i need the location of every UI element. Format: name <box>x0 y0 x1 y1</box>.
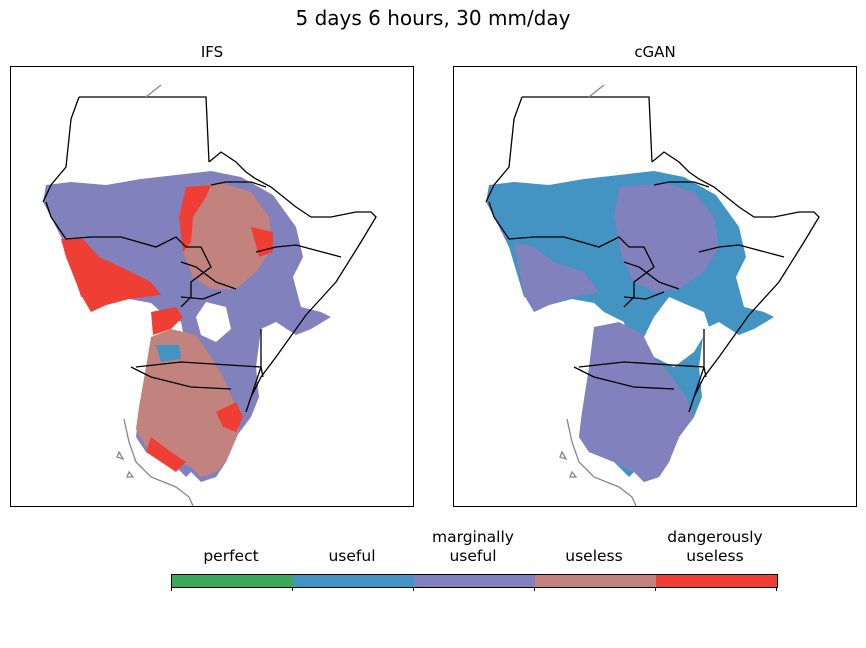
ifs-borders <box>42 96 377 413</box>
colorbar-label-perfect: perfect <box>203 547 259 565</box>
colorbar-swatch-dangerously-useless <box>656 575 777 587</box>
figure-title: 5 days 6 hours, 30 mm/day <box>295 6 571 30</box>
map-panel-ifs <box>10 66 414 507</box>
cgan-region-marginally-useful-west <box>514 242 599 312</box>
colorbar-label-useful: useful <box>328 547 376 565</box>
cgan-map <box>485 84 820 506</box>
colorbar-tick <box>413 587 414 591</box>
colorbar-label-useless: useless <box>565 547 623 565</box>
cgan-region-marginally-useful-south <box>579 322 694 482</box>
cgan-region-no-data <box>644 297 709 367</box>
panel-title-ifs: IFS <box>200 43 224 61</box>
colorbar-swatch-useless <box>535 575 656 587</box>
colorbar-swatch-marginally-useful <box>414 575 535 587</box>
ifs-map <box>42 84 377 506</box>
colorbar-tick <box>171 587 172 591</box>
cgan-borders <box>485 96 820 413</box>
panel-title-cgan: cGAN <box>634 43 676 61</box>
colorbar-label-dangerously-useless: dangerously useless <box>667 528 763 565</box>
map-panel-cgan <box>453 66 857 507</box>
ifs-region-no-data <box>196 302 231 342</box>
ifs-region-dangerous-west <box>61 239 161 312</box>
colorbar-swatch-useful <box>293 575 414 587</box>
colorbar-tick <box>655 587 656 591</box>
cgan-region-marginally-useful-north <box>614 183 719 292</box>
colorbar-tick <box>776 587 777 591</box>
colorbar-swatch-perfect <box>172 575 293 587</box>
ifs-region-useless-north <box>179 183 273 289</box>
cgan-coastline <box>559 84 637 506</box>
ifs-region-dangerous-south <box>146 307 243 472</box>
ifs-coastline <box>116 84 194 506</box>
colorbar-tick <box>292 587 293 591</box>
colorbar-tick <box>534 587 535 591</box>
colorbar-label-marginally-useful: marginally useful <box>432 528 514 565</box>
colorbar <box>171 574 778 588</box>
ifs-region-useless-south <box>136 329 239 477</box>
ifs-region-useful <box>156 345 181 362</box>
